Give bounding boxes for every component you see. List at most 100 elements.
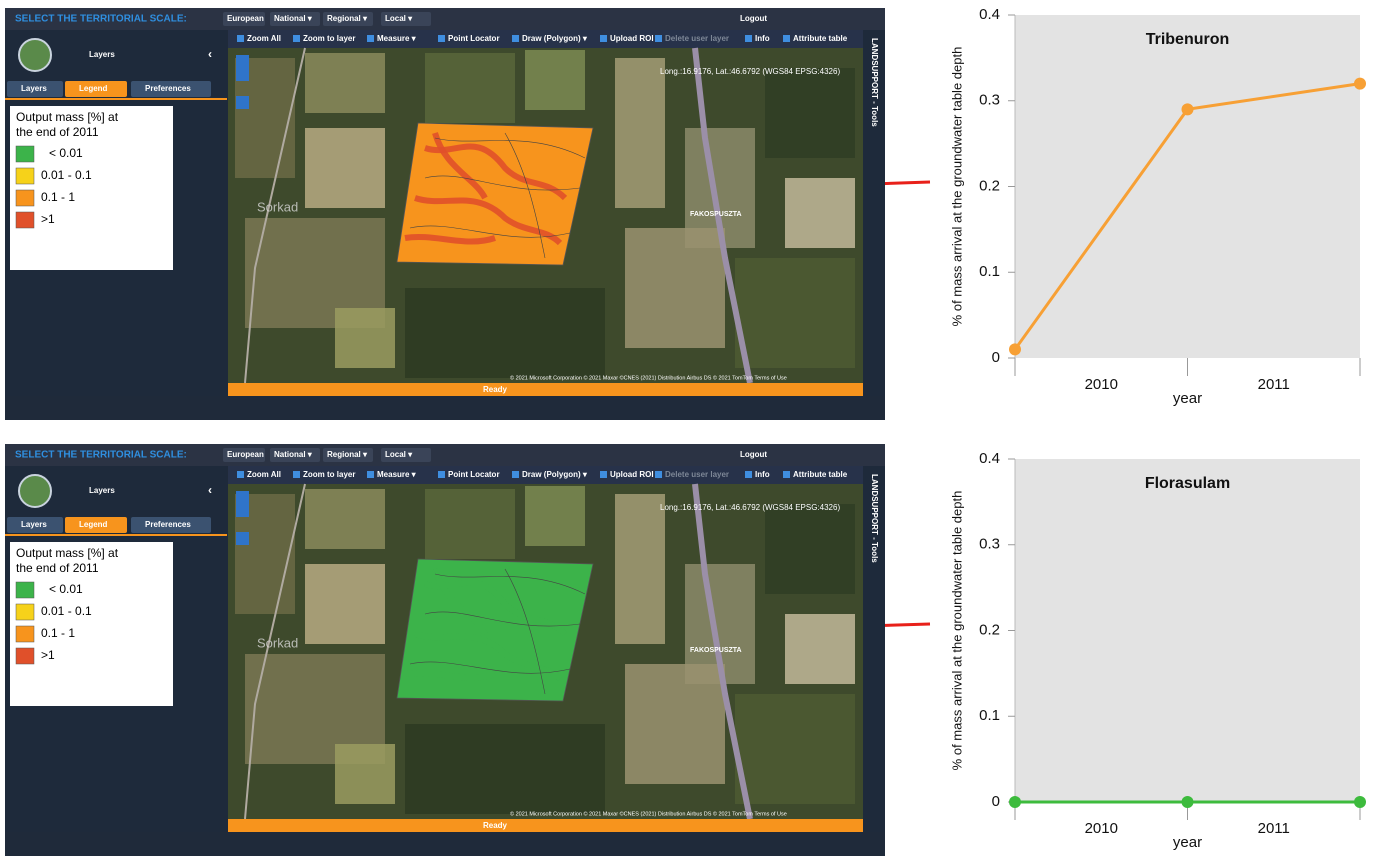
scale-button[interactable] (223, 448, 265, 462)
tab-label[interactable]: Legend (79, 84, 108, 93)
side-panel[interactable] (863, 466, 885, 832)
tab-label[interactable]: Layers (21, 520, 47, 529)
tool-label[interactable]: Delete user layer (665, 34, 729, 43)
scale-button-label[interactable]: European (227, 14, 264, 23)
tool-label[interactable]: Info (755, 34, 770, 43)
tool-icon[interactable] (367, 35, 374, 42)
tool-icon[interactable] (655, 35, 662, 42)
tool-label[interactable]: Info (755, 470, 770, 479)
legend-label: < 0.01 (49, 146, 83, 160)
search-control[interactable] (236, 532, 249, 545)
scale-button-label[interactable]: National ▾ (274, 450, 313, 459)
scale-button[interactable] (270, 448, 320, 462)
tool-icon[interactable] (293, 35, 300, 42)
tool-icon[interactable] (600, 35, 607, 42)
sidebar-title: Layers (89, 50, 115, 59)
scale-button-label[interactable]: Regional ▾ (327, 450, 368, 459)
tool-icon[interactable] (600, 471, 607, 478)
tool-icon[interactable] (438, 471, 445, 478)
search-control[interactable] (236, 96, 249, 109)
tool-label[interactable]: Attribute table (793, 470, 848, 479)
tab-label[interactable]: Legend (79, 520, 108, 529)
status-bar (228, 383, 863, 396)
field (735, 694, 855, 804)
tool-label[interactable]: Point Locator (448, 470, 500, 479)
tool-label[interactable]: Draw (Polygon) ▾ (522, 34, 588, 43)
scale-button[interactable] (323, 12, 373, 26)
scale-button[interactable] (381, 12, 431, 26)
toolbar (228, 466, 863, 484)
tab[interactable] (131, 517, 211, 533)
scale-button-label[interactable]: National ▾ (274, 14, 313, 23)
scale-label: SELECT THE TERRITORIAL SCALE: (15, 450, 187, 461)
scale-button-label[interactable]: European (227, 450, 264, 459)
tab[interactable] (7, 517, 63, 533)
tool-label[interactable]: Zoom All (247, 34, 281, 43)
tool-label[interactable]: Zoom All (247, 470, 281, 479)
y-tick-label: 0.4 (979, 450, 1000, 467)
tool-icon[interactable] (745, 471, 752, 478)
scale-button[interactable] (223, 12, 265, 26)
contour (432, 568, 488, 636)
tool-label[interactable]: Point Locator (448, 34, 500, 43)
scale-button-label[interactable]: Regional ▾ (327, 14, 368, 23)
side-panel[interactable] (863, 30, 885, 396)
tab-label[interactable]: Layers (21, 84, 47, 93)
attribution: © 2021 Microsoft Corporation © 2021 Maxa… (510, 374, 787, 381)
data-point (1354, 796, 1366, 808)
scale-button[interactable] (381, 448, 431, 462)
tool-icon[interactable] (367, 471, 374, 478)
tool-label[interactable]: Measure ▾ (377, 470, 417, 479)
legend-label: 0.1 - 1 (41, 190, 75, 204)
scale-button[interactable] (270, 12, 320, 26)
tool-icon[interactable] (237, 471, 244, 478)
zoom-control[interactable] (236, 55, 249, 81)
field (305, 564, 385, 644)
field (625, 228, 725, 348)
tool-label[interactable]: Upload ROI (610, 470, 654, 479)
tool-icon[interactable] (438, 35, 445, 42)
contour (414, 631, 563, 682)
tool-label[interactable]: Upload ROI (610, 34, 654, 43)
scale-button[interactable] (323, 448, 373, 462)
logout[interactable]: Logout (740, 450, 767, 459)
tool-icon[interactable] (745, 35, 752, 42)
scale-button-label[interactable]: Local ▾ (385, 450, 413, 459)
tool-label[interactable]: Attribute table (793, 34, 848, 43)
map: Long.:16.9176, Lat.:46.6792 (WGS84 EPSG:… (228, 47, 863, 384)
tab-underline (5, 98, 227, 100)
tool-icon[interactable] (783, 35, 790, 42)
tab[interactable] (65, 517, 127, 533)
tool-icon[interactable] (512, 471, 519, 478)
tool-label[interactable]: Zoom to layer (303, 470, 355, 479)
road (692, 47, 753, 384)
logout[interactable]: Logout (740, 14, 767, 23)
tab[interactable] (7, 81, 63, 97)
tab[interactable] (131, 81, 211, 97)
contour (409, 661, 571, 674)
tool-icon[interactable] (237, 35, 244, 42)
tool-label[interactable]: Delete user layer (665, 470, 729, 479)
y-tick-label: 0 (992, 793, 1000, 810)
scale-button-label[interactable]: Local ▾ (385, 14, 413, 23)
field (735, 258, 855, 368)
tool-label[interactable]: Zoom to layer (303, 34, 355, 43)
legend-box (10, 542, 173, 706)
y-tick-label: 0.3 (979, 92, 1000, 109)
road (244, 483, 306, 820)
tab[interactable] (65, 81, 127, 97)
side-panel-label[interactable]: LANDSUPPORT - Tools (870, 38, 879, 127)
tool-label[interactable]: Draw (Polygon) ▾ (522, 470, 588, 479)
field (615, 58, 665, 208)
side-panel-label[interactable]: LANDSUPPORT - Tools (870, 474, 879, 563)
y-tick-label: 0.3 (979, 536, 1000, 553)
tool-icon[interactable] (512, 35, 519, 42)
tool-icon[interactable] (655, 471, 662, 478)
tab-label[interactable]: Preferences (145, 520, 191, 529)
tool-label[interactable]: Measure ▾ (377, 34, 417, 43)
tab-label[interactable]: Preferences (145, 84, 191, 93)
zoom-control[interactable] (236, 491, 249, 517)
tool-icon[interactable] (783, 471, 790, 478)
tool-icon[interactable] (293, 471, 300, 478)
